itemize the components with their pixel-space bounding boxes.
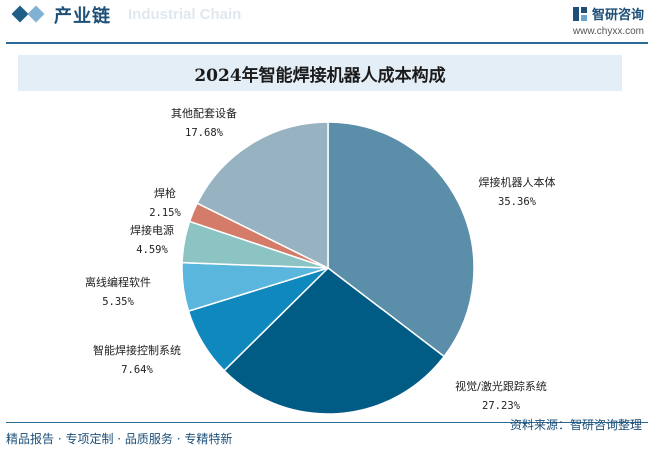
slice-value-5: 4.59%: [136, 244, 168, 256]
slice-label-3: 智能焊接控制系统: [93, 343, 181, 357]
slice-label-4: 离线编程软件: [85, 275, 151, 289]
slice-value-7: 17.68%: [185, 127, 224, 139]
slice-label-1: 焊接机器人本体: [479, 175, 556, 189]
slice-label-6: 焊枪: [154, 186, 176, 200]
slice-label-7: 其他配套设备: [171, 106, 237, 120]
section-title: 产业链: [54, 6, 111, 27]
brand-url: www.chyxx.com: [572, 26, 644, 37]
pie-slice-1: [327, 121, 475, 358]
slice-value-1: 35.36%: [498, 196, 537, 208]
footer-source: 资料来源：智研咨询整理: [509, 418, 642, 432]
header: 产业链 Industrial Chain 智研咨询 www.chyxx.com: [0, 0, 654, 44]
brand-name: 智研咨询: [591, 8, 644, 23]
pie-slice-7: [196, 121, 329, 270]
chart-title-band: 2024年智能焊接机器人成本构成: [18, 55, 622, 91]
footer-slogan: 精品报告 · 专项定制 · 品质服务 · 专精特新: [6, 432, 233, 446]
header-divider: [6, 42, 648, 44]
slice-value-2: 27.23%: [482, 400, 521, 412]
brand: 智研咨询 www.chyxx.com: [572, 4, 644, 37]
pie-slice-2: [223, 267, 446, 415]
chart-title: 2024年智能焊接机器人成本构成: [194, 65, 446, 86]
brand-logo-icon: [572, 6, 587, 21]
slice-value-3: 7.64%: [121, 364, 153, 376]
slice-label-2: 视觉/激光跟踪系统: [455, 379, 547, 393]
slice-value-4: 5.35%: [102, 296, 134, 308]
footer-divider: [6, 422, 648, 423]
slice-label-5: 焊接电源: [130, 223, 174, 237]
slice-value-6: 2.15%: [149, 207, 181, 219]
header-watermark: Industrial Chain: [128, 6, 242, 23]
